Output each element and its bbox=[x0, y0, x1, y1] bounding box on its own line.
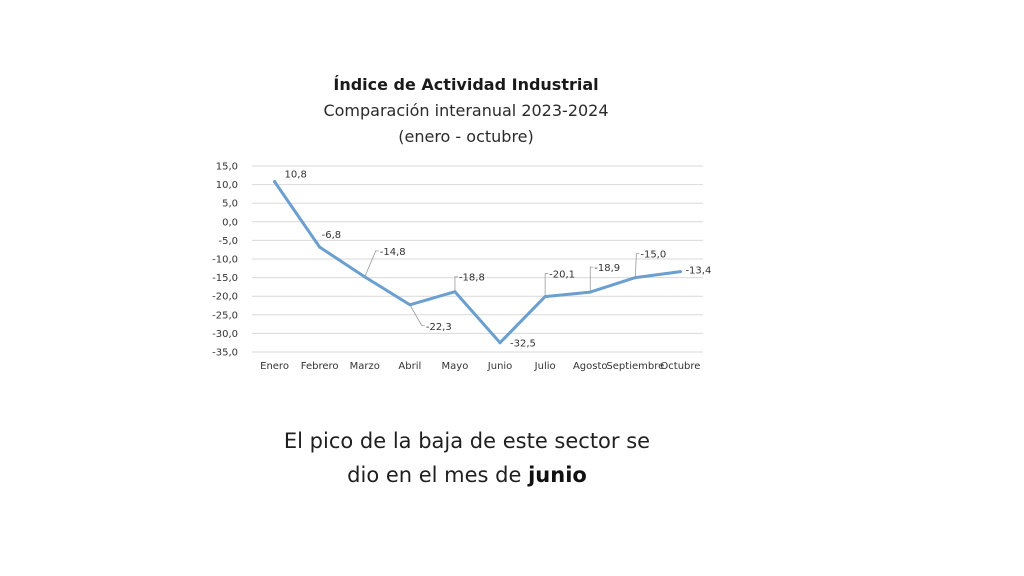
x-axis-categories: Enero Febrero Marzo Abril Mayo Junio Julio Agos… bbox=[260, 361, 700, 372]
data-label: -18,9 bbox=[594, 263, 620, 274]
data-label: -20,1 bbox=[549, 270, 575, 281]
data-label: 10,8 bbox=[285, 170, 307, 181]
data-label: -32,5 bbox=[510, 339, 536, 350]
data-label: -18,8 bbox=[459, 273, 485, 284]
chart-subtitle: Comparación interanual 2023-2024 bbox=[323, 101, 609, 120]
data-labels: 10,8 -6,8 -14,8 -22,3 -18,8 -32,5 -20,1 -18,9 -1… bbox=[285, 170, 712, 350]
series-line-group bbox=[273, 180, 682, 345]
y-tick-label: 5,0 bbox=[222, 199, 238, 210]
data-label: -15,0 bbox=[640, 250, 666, 261]
x-tick-label: Junio bbox=[487, 361, 513, 372]
y-tick-label: 0,0 bbox=[222, 217, 238, 228]
data-label-leader bbox=[364, 250, 379, 278]
data-label: -14,8 bbox=[380, 247, 406, 258]
chart-subtitle-period: (enero - octubre) bbox=[398, 127, 534, 146]
x-tick-label: Abril bbox=[398, 361, 421, 372]
data-label: -6,8 bbox=[322, 230, 342, 241]
y-tick-label: 15,0 bbox=[216, 162, 238, 173]
data-label-leader bbox=[454, 276, 458, 292]
caption-line-2: dio en el mes de junio bbox=[212, 458, 722, 492]
data-point bbox=[273, 180, 277, 184]
grid-lines bbox=[252, 165, 703, 353]
y-tick-label: -10,0 bbox=[212, 255, 238, 266]
x-tick-label: Marzo bbox=[350, 361, 380, 372]
x-tick-label: Enero bbox=[260, 361, 289, 372]
y-tick-label: -35,0 bbox=[212, 348, 238, 359]
data-label: -22,3 bbox=[426, 322, 452, 333]
data-label-leader bbox=[544, 273, 549, 297]
caption-line-2-prefix: dio en el mes de bbox=[347, 463, 529, 487]
series-line bbox=[273, 180, 682, 345]
y-tick-label: 10,0 bbox=[216, 180, 238, 191]
data-label-leader bbox=[589, 266, 594, 293]
x-tick-label: Septiembre bbox=[606, 361, 664, 372]
y-tick-label: -5,0 bbox=[218, 236, 238, 247]
x-tick-label: Agosto bbox=[573, 361, 608, 372]
y-axis-ticks: 15,0 10,0 5,0 0,0 -5,0 -10,0 -15,0 -20,0 -25,0 -3… bbox=[212, 162, 238, 359]
caption-line-1: El pico de la baja de este sector se bbox=[283, 429, 651, 453]
x-tick-label: Octubre bbox=[660, 361, 700, 372]
x-tick-label: Julio bbox=[534, 361, 556, 372]
data-label-leader bbox=[409, 304, 425, 327]
y-tick-label: -20,0 bbox=[212, 292, 238, 303]
chart-title: Índice de Actividad Industrial bbox=[333, 75, 599, 94]
data-point bbox=[318, 245, 322, 249]
data-point bbox=[498, 341, 502, 345]
caption: El pico de la baja de este sector se dio… bbox=[212, 424, 722, 492]
caption-highlight-month: junio bbox=[528, 463, 587, 487]
x-tick-label: Febrero bbox=[301, 361, 339, 372]
y-tick-label: -30,0 bbox=[212, 329, 238, 340]
y-tick-label: -15,0 bbox=[212, 273, 238, 284]
data-label: -13,4 bbox=[685, 266, 711, 277]
x-tick-label: Mayo bbox=[442, 361, 469, 372]
data-point bbox=[678, 270, 682, 274]
data-label-leader bbox=[634, 253, 640, 278]
y-tick-label: -25,0 bbox=[212, 310, 238, 321]
